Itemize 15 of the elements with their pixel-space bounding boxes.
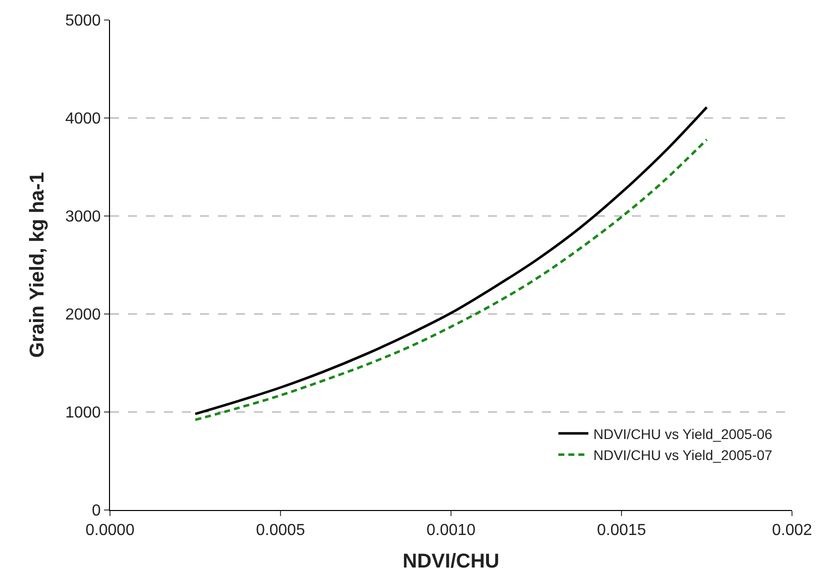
y-tick-label: 5000 xyxy=(65,12,101,30)
x-tick-label: 0.0000 xyxy=(86,522,135,540)
y-axis-title: Grain Yield, kg ha-1 xyxy=(26,172,49,358)
x-tick-label: 0.002 xyxy=(772,522,812,540)
x-tick-label: 0.0005 xyxy=(256,522,306,540)
y-tick-label: 3000 xyxy=(65,208,101,226)
x-tick-label: 0.0015 xyxy=(597,522,646,540)
legend-label: NDVI/CHU vs Yield_2005-07 xyxy=(593,447,773,464)
legend-label: NDVI/CHU vs Yield_2005-06 xyxy=(593,426,773,442)
y-tick-label: 4000 xyxy=(65,110,101,128)
y-tick-label: 0 xyxy=(92,502,101,520)
x-tick-label: 0.0010 xyxy=(426,522,476,540)
y-tick-label: 2000 xyxy=(65,306,101,324)
x-axis-title: NDVI/CHU xyxy=(402,550,500,573)
y-tick-label: 1000 xyxy=(65,404,101,422)
